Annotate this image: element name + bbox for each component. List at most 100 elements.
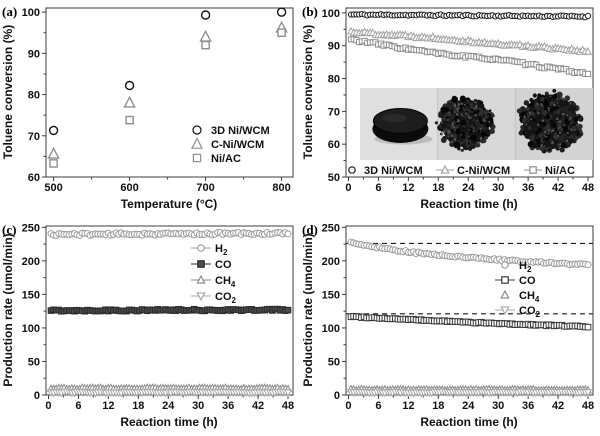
x-tick-label: 600 (120, 182, 138, 194)
data-point-marker (47, 146, 60, 159)
x-tick-label: 12 (402, 400, 414, 412)
data-point-marker (583, 46, 593, 55)
x-tick-label: 48 (582, 400, 594, 412)
legend: 3D Ni/WCM C-Ni/WCM Ni/AC (348, 164, 575, 177)
catalyst-granule-photo (516, 88, 584, 154)
panel-b-x-axis-title: Reaction time (h) (420, 197, 517, 211)
panel-b: 0 6 12 18 24 30 36 42 48 50 60 70 80 90 100 3D Ni/WCM C-… (300, 0, 600, 218)
legend: 3D Ni/WCM C-Ni/WCM Ni/AC (190, 125, 270, 165)
x-tick-label: 800 (272, 182, 290, 194)
panel-c-chart: 0 6 12 18 24 30 36 42 48 0 50 100 150 200 250 H2 CO CH4 CO… (1, 222, 294, 429)
inset-photos (360, 88, 593, 160)
data-point-marker (283, 389, 293, 398)
x-tick-label: 48 (282, 400, 294, 412)
x-tick-label: 36 (522, 182, 534, 194)
x-tick-label: 6 (375, 182, 381, 194)
x-tick-label: 6 (75, 400, 81, 412)
panel-d: 0 6 12 18 24 30 36 42 48 0 50 100 150 200 250 H2 CO CH4 CO… (300, 218, 600, 436)
panel-d-y-axis-title: Production rate (umol/min) (301, 233, 315, 386)
series-H2 (347, 238, 592, 269)
x-tick-label: 24 (462, 400, 475, 412)
data-point-marker (284, 306, 292, 314)
legend-item: H2 (501, 260, 532, 274)
data-point-marker (500, 289, 510, 299)
y-tick-label: 150 (22, 289, 40, 301)
x-tick-label: 42 (552, 400, 564, 412)
panel-a-chart: 500 600 700 800 60 70 80 90 100 3D Ni/WCM C-Ni/WCM… (1, 4, 294, 211)
data-point-marker (123, 95, 136, 108)
y-tick-label: 250 (322, 222, 340, 234)
x-tick-label: 30 (192, 400, 204, 412)
axis-ticks: 0 6 12 18 24 30 36 42 48 50 60 70 80 90 100 (322, 8, 594, 194)
data-point-marker (583, 389, 593, 397)
y-tick-label: 0 (34, 390, 40, 402)
panel-a: 500 600 700 800 60 70 80 90 100 3D Ni/WCM C-Ni/WCM… (0, 0, 300, 218)
panel-c: 0 6 12 18 24 30 36 42 48 0 50 100 150 200 250 H2 CO CH4 CO… (0, 218, 300, 436)
legend-item: Ni/AC (192, 153, 241, 165)
legend-item: CO2 (495, 305, 541, 319)
legend-label: C-Ni/WCM (211, 139, 264, 151)
data-point-marker (440, 164, 450, 174)
data-point-marker (125, 115, 134, 125)
legend-label: CO (215, 259, 232, 271)
x-tick-label: 0 (345, 182, 351, 194)
data-point-marker (584, 261, 592, 269)
x-tick-label: 18 (132, 400, 144, 412)
x-tick-label: 24 (162, 400, 175, 412)
panel-b-plot-content: 0 6 12 18 24 30 36 42 48 50 60 70 80 90 100 3D Ni/WCM C-… (322, 7, 594, 194)
legend-label: 3D Ni/WCM (364, 165, 423, 177)
catalyst-granule-photo (434, 95, 496, 152)
axes-frame (345, 225, 594, 396)
series-CO (47, 305, 292, 315)
data-point-marker (348, 166, 356, 174)
legend-label: Ni/AC (211, 153, 241, 165)
legend-label: C-Ni/WCM (457, 165, 510, 177)
x-tick-label: 48 (582, 182, 594, 194)
y-tick-label: 200 (22, 256, 40, 268)
panel-a-letter: (a) (2, 4, 17, 19)
data-point-marker (277, 28, 286, 38)
x-tick-label: 18 (432, 400, 444, 412)
data-point-marker (197, 244, 205, 252)
series-C-Ni-WCM (346, 26, 593, 55)
y-tick-label: 250 (22, 222, 40, 234)
y-tick-label: 100 (22, 7, 40, 19)
data-point-marker (284, 230, 292, 238)
y-tick-label: 60 (328, 139, 340, 151)
data-point-marker (196, 274, 206, 284)
data-point-marker (49, 159, 58, 168)
panel-b-letter: (b) (302, 4, 318, 19)
x-tick-label: 30 (492, 182, 504, 194)
panel-a-y-axis-title: Toluene conversion (%) (1, 25, 15, 159)
x-tick-label: 6 (375, 400, 381, 412)
axes-frame (45, 225, 294, 396)
x-tick-label: 42 (252, 400, 264, 412)
panel-a-plot-content: 500 600 700 800 60 70 80 90 100 3D Ni/WCM C-Ni/WCM… (22, 7, 294, 194)
y-tick-label: 100 (322, 8, 340, 20)
y-tick-label: 200 (322, 256, 340, 268)
y-tick-label: 50 (28, 356, 40, 368)
x-tick-label: 12 (102, 400, 114, 412)
legend-label: CO2 (215, 291, 237, 305)
panel-a-x-axis-title: Temperature (°C) (121, 197, 218, 211)
panel-d-letter: (d) (302, 222, 318, 237)
y-tick-label: 50 (328, 172, 340, 184)
panel-c-x-axis-title: Reaction time (h) (120, 415, 217, 429)
y-tick-label: 150 (322, 289, 340, 301)
series-C-Ni-WCM (47, 20, 288, 159)
legend-item: Ni/AC (524, 165, 575, 177)
legend-item: CH4 (500, 289, 540, 304)
series-CO (347, 312, 592, 331)
series-Ni-AC (49, 28, 286, 168)
panel-c-y-axis-title: Production rate (umol/min) (1, 233, 15, 386)
data-point-marker (501, 261, 509, 269)
panel-d-x-axis-title: Reaction time (h) (420, 415, 517, 429)
legend-label: CH4 (215, 275, 236, 289)
axis-ticks: 0 6 12 18 24 30 36 42 48 0 50 100 150 200 250 (322, 222, 594, 412)
y-tick-label: 50 (328, 356, 340, 368)
data-point-marker (48, 125, 59, 136)
x-tick-label: 0 (45, 400, 51, 412)
panel-b-chart: 0 6 12 18 24 30 36 42 48 50 60 70 80 90 100 3D Ni/WCM C-… (301, 4, 594, 211)
x-tick-label: 30 (492, 400, 504, 412)
